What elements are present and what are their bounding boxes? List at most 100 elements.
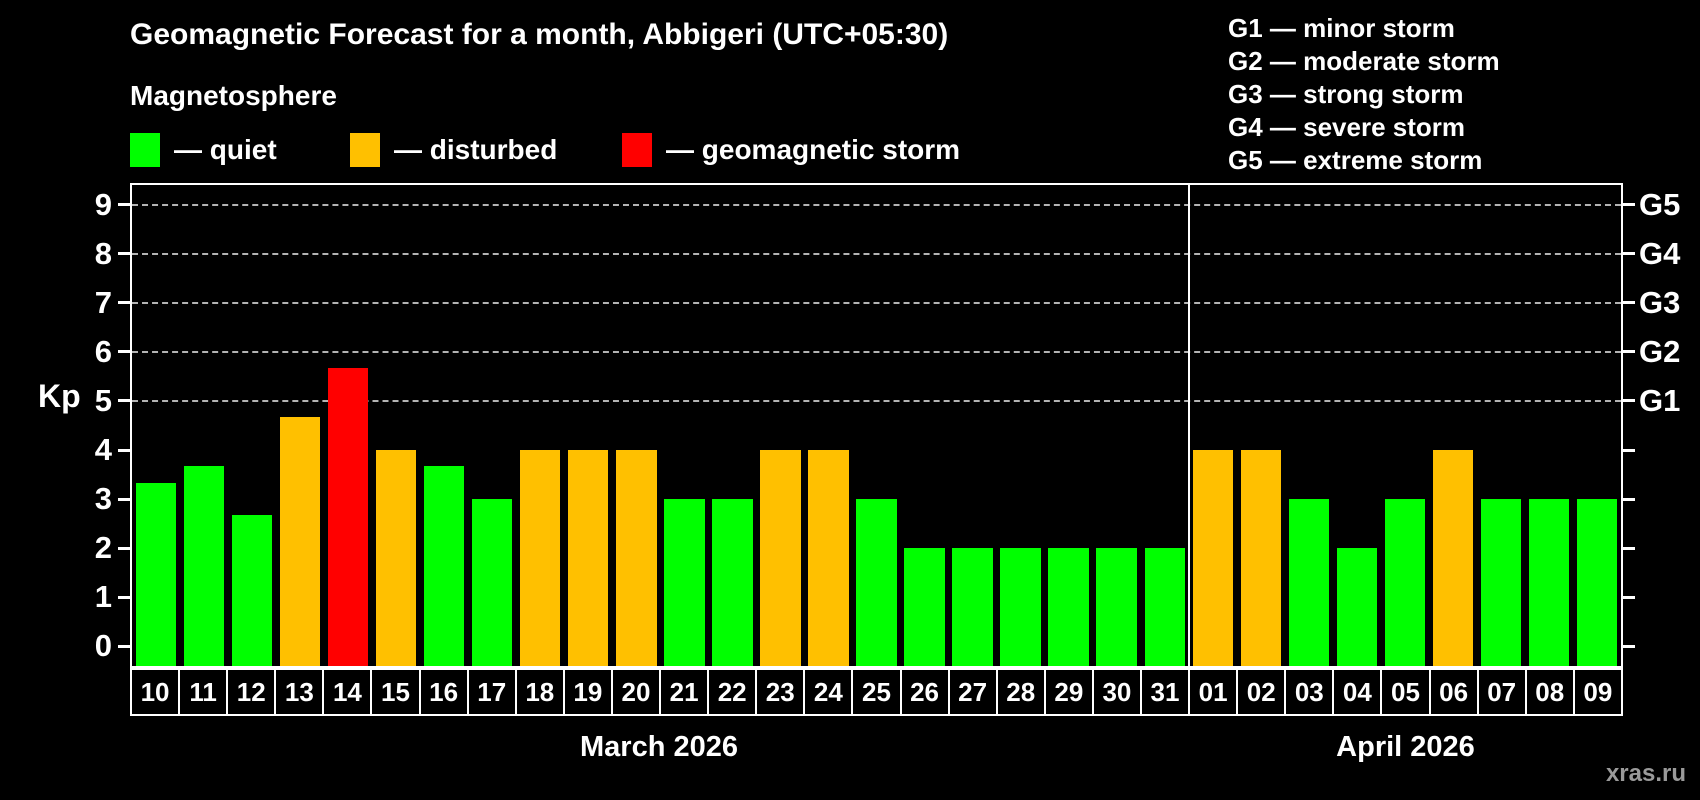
kp-bar-day-21 — [664, 499, 705, 666]
kp-bar-day-30 — [1096, 548, 1137, 666]
kp-bar-day-06 — [1432, 450, 1474, 666]
kp-bar-day-24 — [808, 450, 849, 666]
y-tick-label-6: 6 — [94, 333, 112, 369]
kp-bar-day-04 — [1336, 548, 1377, 666]
day-label-cell: 16 — [418, 668, 469, 716]
kp-bar-day-29 — [1048, 548, 1089, 666]
day-label-cell: 09 — [1572, 668, 1623, 716]
status-legend: — quiet — disturbed — geomagnetic storm — [0, 131, 1700, 169]
day-label-cell: 13 — [274, 668, 325, 716]
gridline-g2 — [132, 350, 1621, 353]
kp-bar-day-23 — [760, 450, 801, 666]
y-tick-label-9: 9 — [94, 186, 112, 222]
gridline-g5 — [132, 203, 1621, 206]
month-label-april: April 2026 — [1336, 731, 1475, 763]
day-label-cell: 07 — [1476, 668, 1527, 716]
kp-bar-day-18 — [520, 450, 561, 666]
kp-bar-day-15 — [376, 450, 417, 666]
kp-bar-day-07 — [1480, 499, 1522, 666]
g-level-label-g4: G4 — [1639, 235, 1681, 271]
day-label-cell: 15 — [370, 668, 421, 716]
g-legend-line-g1: G1 — minor storm — [1228, 13, 1455, 43]
y-tick-right-5 — [1623, 399, 1635, 403]
day-label-cell: 02 — [1236, 668, 1287, 716]
y-tick-label-3: 3 — [94, 481, 112, 517]
day-label-cell: 30 — [1091, 668, 1142, 716]
y-tick-left-2 — [118, 546, 130, 550]
y-tick-right-7 — [1623, 301, 1635, 305]
y-tick-left-3 — [118, 497, 130, 501]
kp-bar-day-26 — [904, 548, 945, 666]
y-tick-right-8 — [1623, 252, 1635, 256]
day-label-cell: 22 — [707, 668, 758, 716]
y-tick-left-5 — [118, 399, 130, 403]
day-label-cell: 21 — [659, 668, 710, 716]
y-tick-label-1: 1 — [94, 579, 112, 615]
legend-label-storm: — geomagnetic storm — [666, 134, 961, 165]
day-label-cell: 24 — [803, 668, 854, 716]
day-label-cell: 19 — [562, 668, 613, 716]
g-level-label-g1: G1 — [1639, 382, 1681, 418]
day-label-cell: 31 — [1139, 668, 1191, 716]
day-label-cell: 05 — [1380, 668, 1431, 716]
kp-bar-day-02 — [1240, 450, 1281, 666]
kp-bar-day-01 — [1192, 450, 1233, 666]
kp-bar-day-11 — [183, 466, 225, 666]
kp-bar-day-19 — [568, 450, 609, 666]
y-tick-left-9 — [118, 203, 130, 207]
day-label-cell: 18 — [514, 668, 565, 716]
day-label-cell: 12 — [226, 668, 277, 716]
y-tick-left-6 — [118, 350, 130, 354]
g-level-label-g3: G3 — [1639, 284, 1681, 320]
gridline-g3 — [132, 301, 1621, 304]
kp-bar-day-27 — [952, 548, 993, 666]
quiet-color-swatch — [130, 133, 160, 167]
g-legend-line-g3: G3 — strong storm — [1228, 79, 1464, 109]
kp-bar-day-28 — [1000, 548, 1041, 666]
y-tick-label-5: 5 — [94, 382, 112, 418]
legend-item-storm: — geomagnetic storm — [622, 131, 960, 169]
g-legend-line-g4: G4 — severe storm — [1228, 112, 1466, 142]
kp-bar-day-12 — [231, 515, 273, 666]
y-tick-right-0 — [1623, 644, 1635, 648]
y-tick-right-3 — [1623, 497, 1635, 501]
day-label-cell: 23 — [755, 668, 806, 716]
kp-bar-day-03 — [1288, 499, 1329, 666]
chart-subtitle: Magnetosphere — [130, 80, 337, 111]
day-label-cell: 08 — [1524, 668, 1575, 716]
kp-bar-day-17 — [472, 499, 513, 666]
kp-bar-day-13 — [279, 417, 321, 666]
kp-bar-day-08 — [1528, 499, 1570, 666]
kp-bar-day-16 — [424, 466, 465, 666]
disturbed-color-swatch — [350, 133, 380, 167]
kp-bar-day-25 — [856, 499, 897, 666]
g-level-label-g5: G5 — [1639, 186, 1681, 222]
kp-bar-day-09 — [1576, 499, 1618, 666]
y-tick-right-2 — [1623, 546, 1635, 550]
watermark-xras-ru: xras.ru — [1605, 760, 1686, 787]
legend-label-quiet: — quiet — [174, 134, 277, 165]
storm-color-swatch — [622, 133, 652, 167]
day-label-cell: 27 — [947, 668, 998, 716]
day-label-cell: 20 — [610, 668, 662, 716]
day-label-cell: 29 — [1043, 668, 1094, 716]
y-tick-right-9 — [1623, 203, 1635, 207]
y-tick-label-8: 8 — [94, 235, 112, 271]
legend-label-disturbed: — disturbed — [394, 134, 558, 165]
kp-bar-day-14 — [327, 368, 369, 666]
y-tick-label-7: 7 — [94, 284, 112, 320]
y-tick-right-6 — [1623, 350, 1635, 354]
day-label-cell: 10 — [130, 668, 181, 716]
kp-bar-day-05 — [1384, 499, 1426, 666]
y-axis-label: Kp — [38, 378, 81, 414]
day-label-cell: 14 — [322, 668, 373, 716]
y-tick-left-0 — [118, 644, 130, 648]
chart-title: Geomagnetic Forecast for a month, Abbige… — [130, 18, 949, 51]
y-tick-left-4 — [118, 448, 130, 452]
y-tick-left-7 — [118, 301, 130, 305]
day-label-cell: 17 — [466, 668, 517, 716]
day-label-cell: 25 — [851, 668, 902, 716]
day-label-cell: 11 — [178, 668, 229, 716]
gridline-g4 — [132, 252, 1621, 255]
